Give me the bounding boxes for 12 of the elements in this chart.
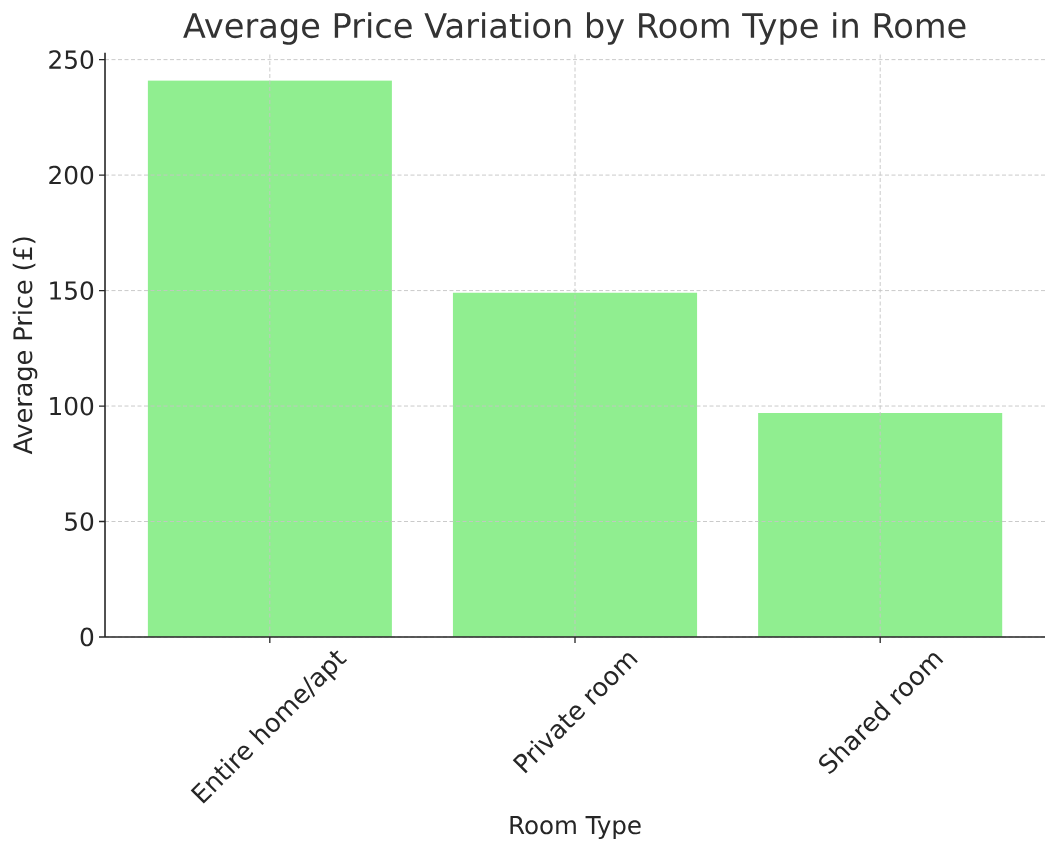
bar — [452, 292, 698, 637]
x-axis-title: Room Type — [510, 816, 641, 840]
y-tick-label: 50 — [65, 512, 94, 531]
y-axis-title: Average Price (£) — [12, 237, 38, 455]
chart-title: Average Price Variation by Room Type in Rome — [183, 12, 966, 45]
bar — [147, 80, 392, 637]
y-tick-label: 0 — [80, 627, 94, 647]
y-tick-label: 100 — [50, 396, 94, 416]
bar — [758, 412, 1003, 637]
y-tick-label: 250 — [49, 50, 94, 69]
y-tick-label: 200 — [49, 165, 94, 185]
y-tick-label: 150 — [50, 281, 94, 300]
